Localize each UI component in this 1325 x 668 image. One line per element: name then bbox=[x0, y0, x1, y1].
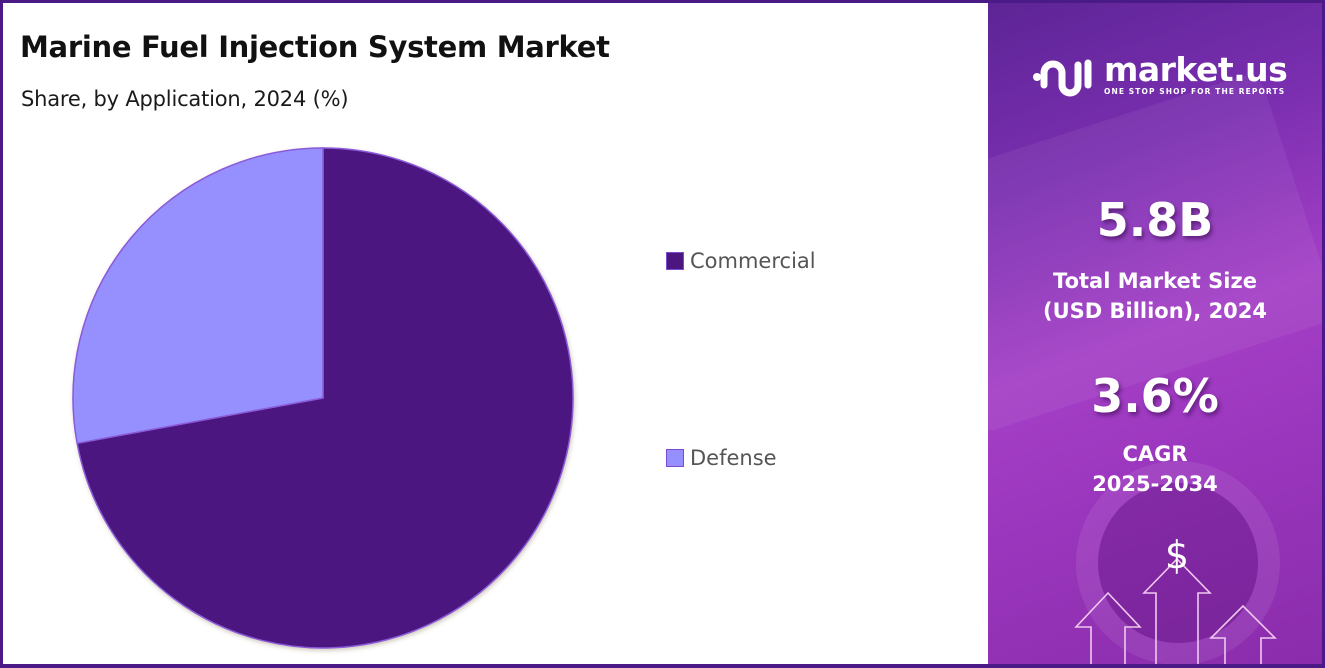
legend-label-commercial: Commercial bbox=[690, 249, 816, 273]
pie-slice-defense bbox=[72, 147, 324, 445]
cagr-label-line2: 2025-2034 bbox=[1092, 472, 1218, 496]
market-size-label-line2: (USD Billion), 2024 bbox=[1042, 299, 1268, 323]
coffee-cup-decoration bbox=[1098, 483, 1258, 643]
market-size-label: Total Market Size (USD Billion), 2024 bbox=[988, 266, 1322, 326]
cagr-label-line1: CAGR bbox=[1122, 442, 1188, 466]
pie-chart bbox=[3, 3, 988, 664]
stats-panel: market.us ONE STOP SHOP FOR THE REPORTS … bbox=[988, 3, 1322, 664]
legend-label-defense: Defense bbox=[690, 446, 777, 470]
cagr-label: CAGR 2025-2034 bbox=[988, 439, 1322, 499]
market-size-label-line1: Total Market Size bbox=[1053, 269, 1257, 293]
legend-item-commercial: Commercial bbox=[666, 249, 816, 273]
legend-swatch-commercial bbox=[666, 252, 684, 270]
chart-panel: Marine Fuel Injection System Market Shar… bbox=[3, 3, 988, 664]
growth-arrows-icon: $ bbox=[1074, 533, 1277, 664]
brand-tagline: ONE STOP SHOP FOR THE REPORTS bbox=[1104, 87, 1286, 96]
pie-slice-commercial bbox=[76, 147, 574, 649]
cagr-value: 3.6% bbox=[1091, 369, 1219, 423]
pie-chart-svg bbox=[72, 147, 574, 649]
brand-name: market.us bbox=[1104, 50, 1288, 89]
market-size-value: 5.8B bbox=[1096, 193, 1214, 247]
dollar-icon: $ bbox=[1165, 533, 1189, 577]
market-us-logo-icon bbox=[1033, 59, 1092, 97]
chart-subtitle: Share, by Application, 2024 (%) bbox=[21, 87, 349, 111]
legend-item-defense: Defense bbox=[666, 446, 777, 470]
legend-swatch-defense bbox=[666, 449, 684, 467]
brand-logo: market.us ONE STOP SHOP FOR THE REPORTS bbox=[1032, 50, 1288, 99]
chart-title: Marine Fuel Injection System Market bbox=[20, 30, 610, 64]
